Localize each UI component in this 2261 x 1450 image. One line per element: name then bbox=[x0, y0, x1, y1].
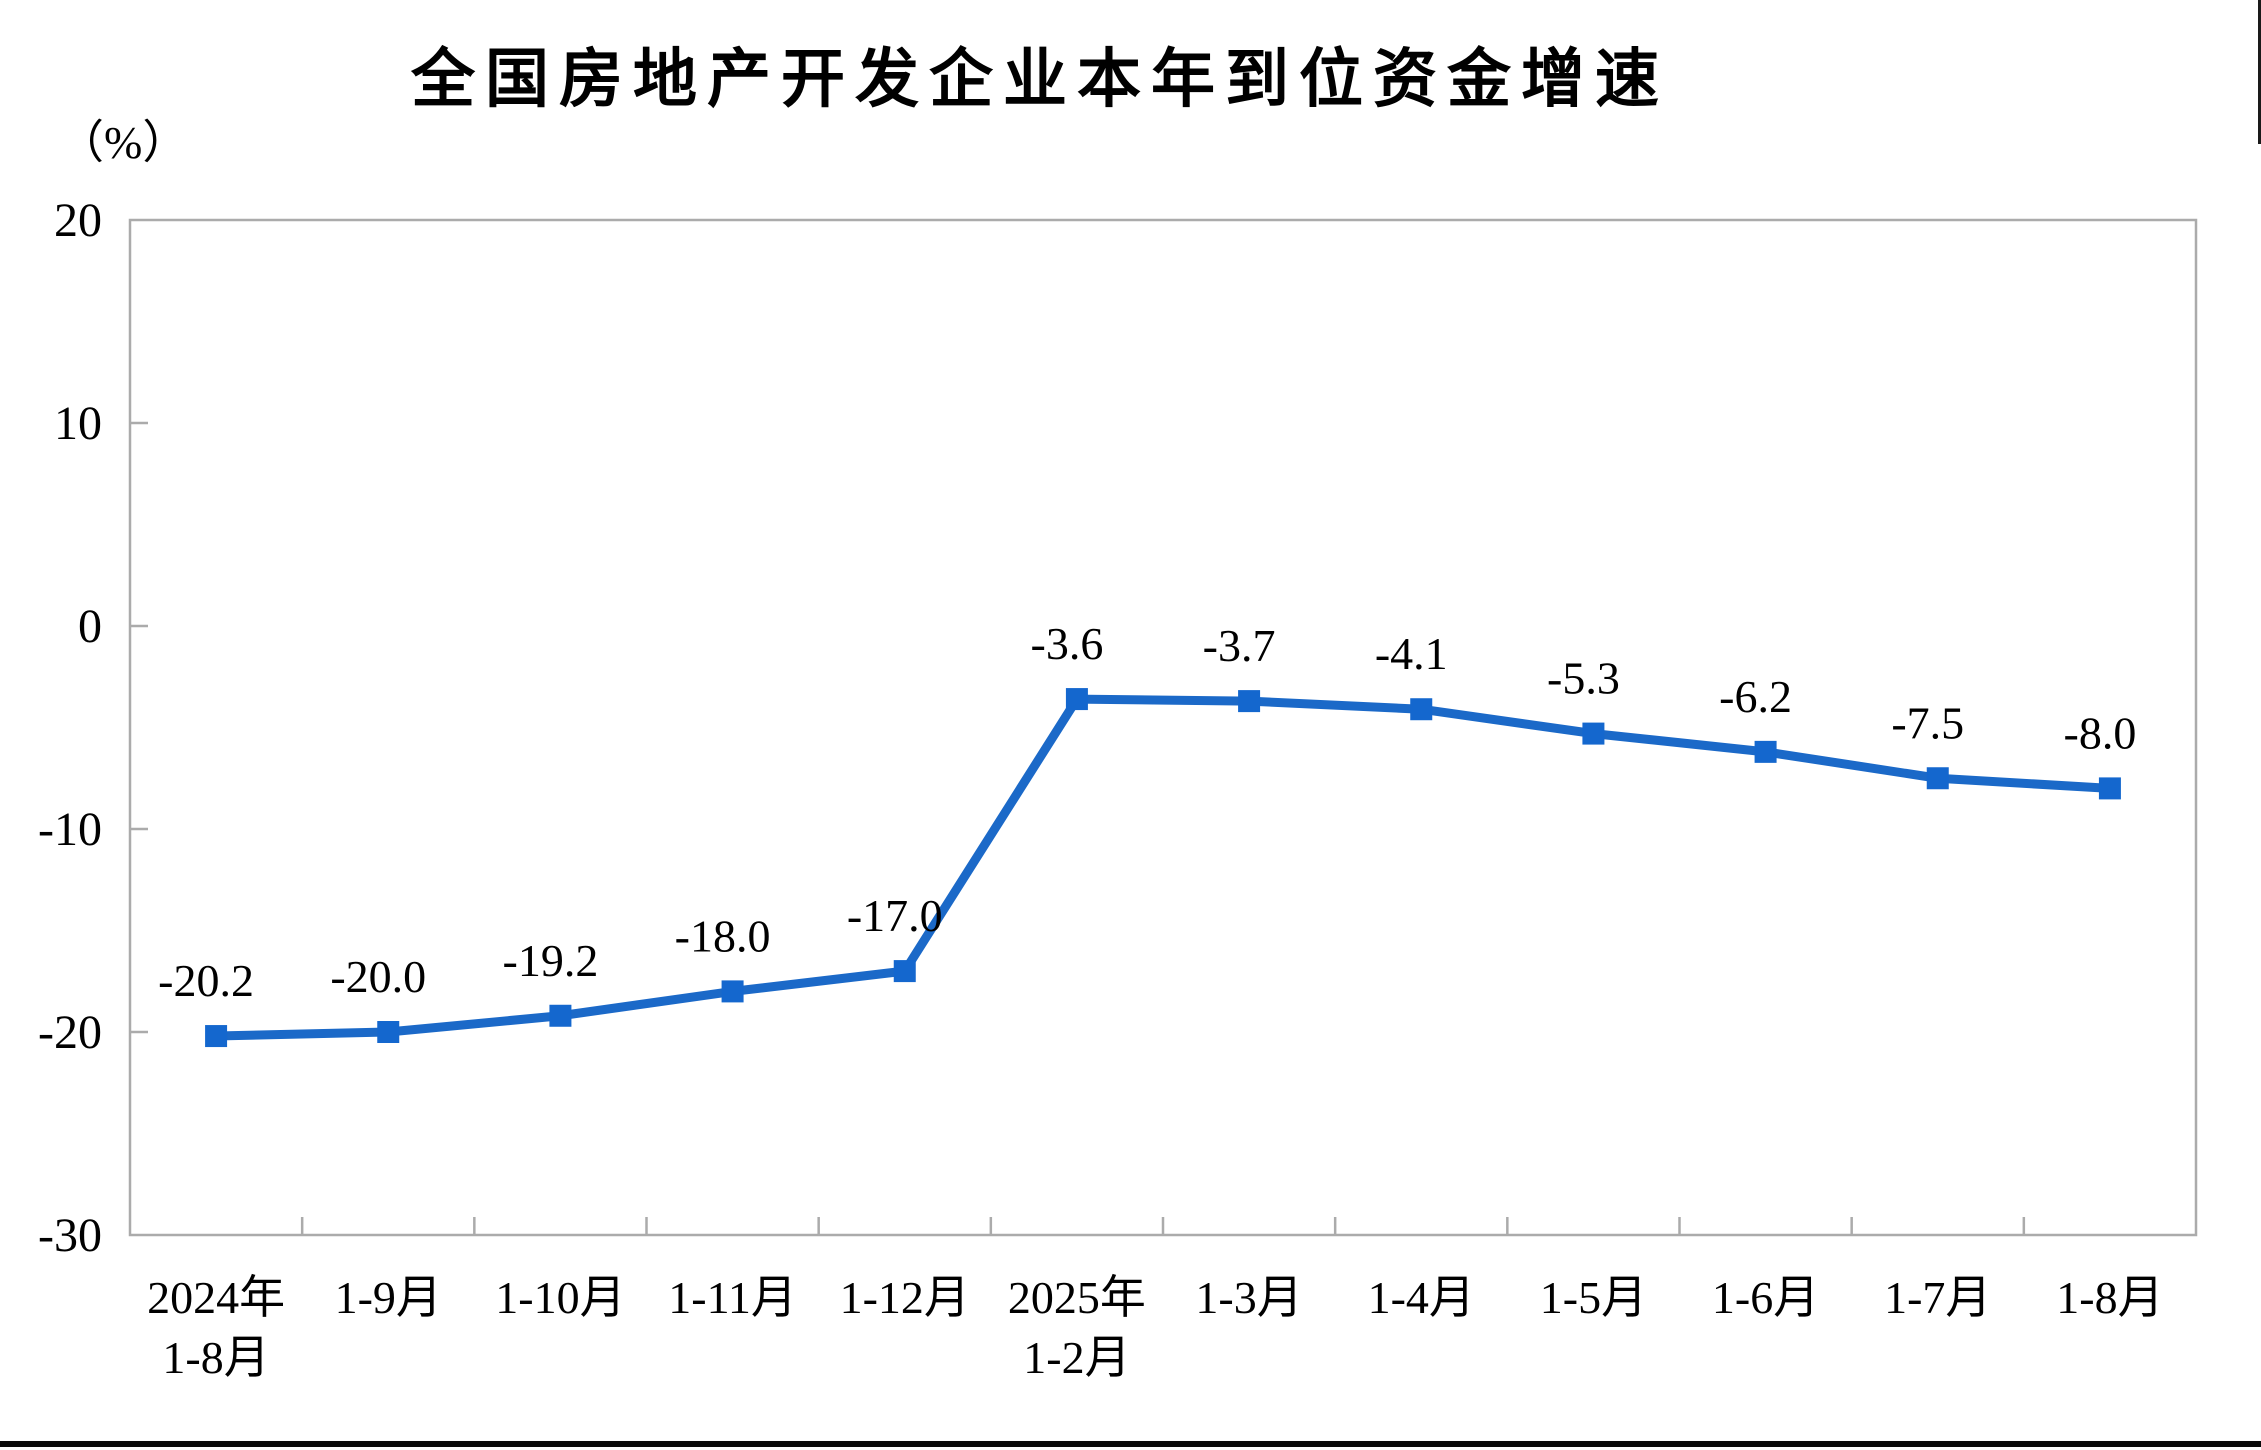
y-axis-tick-label: -10 bbox=[38, 803, 102, 856]
data-point-label: -5.3 bbox=[1547, 653, 1620, 704]
x-axis-category-label: 1-7月 bbox=[1884, 1272, 1991, 1323]
data-point-marker bbox=[1065, 688, 1088, 711]
data-point-label: -17.0 bbox=[847, 890, 943, 941]
x-axis-category-label: 1-5月 bbox=[1540, 1272, 1647, 1323]
data-point-label: -3.7 bbox=[1203, 620, 1276, 671]
y-axis-unit-label: （%） bbox=[58, 117, 189, 168]
data-point-marker bbox=[1238, 690, 1261, 713]
x-axis-category-label: 1-6月 bbox=[1712, 1272, 1819, 1323]
x-axis-category-label: 1-11月 bbox=[668, 1272, 797, 1323]
data-point-marker bbox=[721, 980, 744, 1003]
x-axis-category-label: 2025年 bbox=[1008, 1272, 1146, 1323]
data-point-marker bbox=[1582, 722, 1605, 745]
y-axis-tick-label: 20 bbox=[54, 194, 102, 247]
x-axis-category-label: 1-4月 bbox=[1368, 1272, 1475, 1323]
x-axis-category-label: 1-3月 bbox=[1195, 1272, 1302, 1323]
y-axis-tick-label: 10 bbox=[54, 397, 102, 450]
data-point-marker bbox=[1754, 740, 1777, 763]
series-line bbox=[211, 694, 2115, 1041]
data-point-label: -4.1 bbox=[1375, 628, 1448, 679]
data-point-marker bbox=[549, 1004, 572, 1027]
x-axis-category-label: 1-2月 bbox=[1023, 1332, 1130, 1383]
data-point-label: -8.0 bbox=[2064, 707, 2137, 758]
data-point-marker bbox=[1410, 698, 1433, 721]
y-axis-tick-label: 0 bbox=[78, 600, 102, 653]
x-axis-category-label: 1-9月 bbox=[335, 1272, 442, 1323]
data-point-label: -6.2 bbox=[1719, 671, 1792, 722]
data-point-label: -20.2 bbox=[158, 955, 254, 1006]
chart-title: 全国房地产开发企业本年到位资金增速 bbox=[411, 43, 1669, 115]
y-axis-tick-label: -30 bbox=[38, 1209, 102, 1262]
right-edge-line bbox=[2258, 0, 2261, 144]
data-point-marker bbox=[377, 1021, 400, 1043]
plot-area-border bbox=[128, 218, 2198, 1237]
data-point-label: -3.6 bbox=[1031, 618, 1104, 669]
data-point-marker bbox=[2098, 777, 2121, 800]
data-point-marker bbox=[1926, 767, 1949, 790]
data-point-label: -18.0 bbox=[675, 910, 771, 961]
y-axis-tick-label: -20 bbox=[38, 1006, 102, 1059]
x-axis-category-label: 1-8月 bbox=[162, 1332, 269, 1383]
x-axis-category-label: 1-8月 bbox=[2056, 1272, 2163, 1323]
data-point-marker bbox=[205, 1025, 228, 1048]
data-point-label: -19.2 bbox=[503, 935, 599, 986]
x-axis-category-label: 2024年 bbox=[147, 1272, 285, 1323]
x-axis-category-label: 1-10月 bbox=[495, 1272, 625, 1323]
bottom-divider bbox=[0, 1441, 2261, 1447]
data-point-label: -7.5 bbox=[1891, 697, 1964, 748]
x-axis-category-label: 1-12月 bbox=[840, 1272, 970, 1323]
data-point-marker bbox=[893, 960, 916, 983]
data-point-label: -20.0 bbox=[330, 951, 426, 1002]
